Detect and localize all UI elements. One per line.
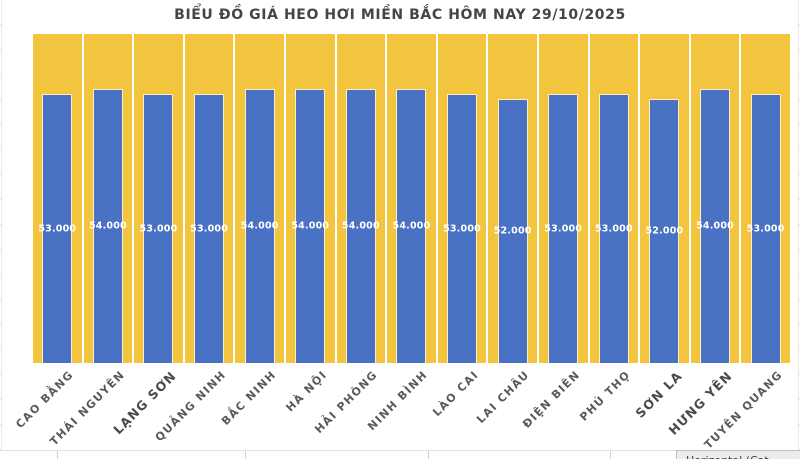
category-column-background[interactable]: 53.000	[741, 34, 790, 365]
category-column-background[interactable]: 54.000	[387, 34, 436, 365]
price-bar[interactable]: 53.000	[544, 93, 582, 365]
spreadsheet-gridline-tick	[245, 451, 246, 459]
bar-value-label: 54.000	[392, 220, 431, 232]
bar-value-label: 53.000	[746, 223, 785, 235]
category-column-background[interactable]: 53.000	[589, 34, 639, 365]
category-column-background[interactable]: 54.000	[235, 34, 284, 365]
category-column-background[interactable]: 54.000	[336, 34, 386, 365]
bar-value-label: 53.000	[544, 223, 583, 235]
category-column-background[interactable]: 54.000	[83, 34, 133, 365]
price-bar[interactable]: 54.000	[291, 88, 329, 365]
price-bar[interactable]: 53.000	[443, 93, 481, 365]
price-bar[interactable]: 52.000	[494, 98, 531, 365]
price-bar[interactable]: 54.000	[696, 88, 734, 365]
spreadsheet-gridline-tick	[428, 451, 429, 459]
price-bar[interactable]: 53.000	[190, 93, 228, 365]
category-column-background[interactable]: 53.000	[134, 34, 183, 365]
spreadsheet-gridline-tick	[610, 451, 611, 459]
price-bar[interactable]: 54.000	[89, 88, 127, 365]
bar-value-label: 52.000	[645, 225, 684, 237]
bar-value-label: 53.000	[594, 223, 633, 235]
spreadsheet-gridline-bottom	[0, 450, 800, 451]
price-bar[interactable]: 53.000	[747, 93, 784, 365]
price-bar[interactable]: 54.000	[393, 88, 430, 365]
bar-value-label: 54.000	[696, 220, 734, 232]
category-column-background[interactable]: 54.000	[690, 34, 740, 365]
bar-value-label: 53.000	[190, 223, 229, 235]
plot-area[interactable]: 53.000 54.000 53.000 53.000 54.000 54.000 54.0…	[33, 34, 790, 365]
spreadsheet-gridline-tick	[57, 451, 58, 459]
category-column-background[interactable]: 52.000	[488, 34, 537, 365]
category-column-background[interactable]: 53.000	[437, 34, 487, 365]
bar-value-label: 54.000	[291, 220, 330, 232]
category-column-background[interactable]: 54.000	[285, 34, 335, 365]
bar-value-label: 52.000	[493, 225, 532, 237]
axis-tooltip: Horizontal (Cat	[676, 450, 800, 459]
category-column-background[interactable]: 52.000	[640, 34, 689, 365]
category-column-background[interactable]: 53.000	[33, 34, 82, 365]
spreadsheet-row-gridlines-right	[798, 0, 800, 450]
bar-value-label: 53.000	[38, 223, 77, 235]
price-bar[interactable]: 54.000	[241, 88, 278, 365]
bar-value-label: 53.000	[443, 223, 481, 235]
chart-title: BIỂU ĐỒ GIÁ HEO HƠI MIỀN BẮC HÔM NAY 29/…	[174, 7, 626, 23]
price-bar[interactable]: 52.000	[645, 98, 683, 365]
bar-value-label: 54.000	[341, 220, 380, 232]
bar-value-label: 54.000	[88, 220, 127, 232]
price-bar[interactable]: 53.000	[38, 93, 76, 365]
category-column-background[interactable]: 53.000	[184, 34, 234, 365]
price-bar[interactable]: 54.000	[342, 88, 380, 365]
bar-value-label: 53.000	[139, 223, 178, 235]
price-bar[interactable]: 53.000	[140, 93, 177, 365]
price-bar[interactable]: 53.000	[595, 93, 633, 365]
bar-value-label: 54.000	[240, 220, 279, 232]
category-column-background[interactable]: 53.000	[538, 34, 588, 365]
spreadsheet-row-gridlines-left	[0, 0, 2, 450]
